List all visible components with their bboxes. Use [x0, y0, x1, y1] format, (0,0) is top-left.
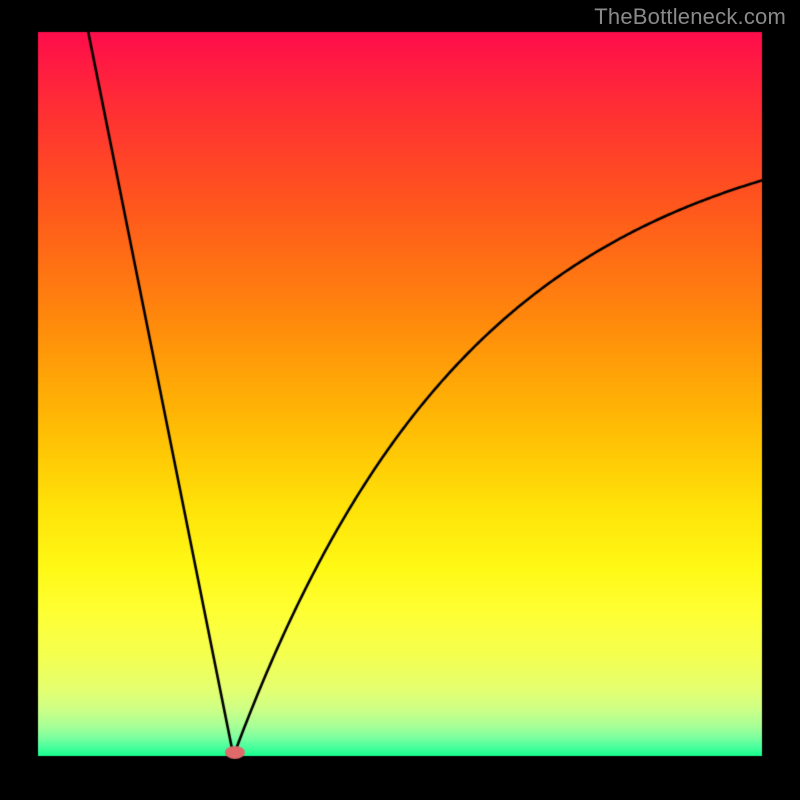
bottleneck-curve-chart [0, 0, 800, 800]
watermark-text: TheBottleneck.com [594, 4, 786, 30]
chart-stage: TheBottleneck.com [0, 0, 800, 800]
